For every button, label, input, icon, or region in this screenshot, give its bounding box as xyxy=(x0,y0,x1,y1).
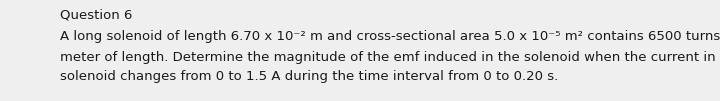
Text: A long solenoid of length 6.70 x 10⁻² m and cross-sectional area 5.0 x 10⁻⁵ m² c: A long solenoid of length 6.70 x 10⁻² m … xyxy=(60,30,720,43)
Text: meter of length. Determine the magnitude of the emf induced in the solenoid when: meter of length. Determine the magnitude… xyxy=(60,51,720,64)
Text: solenoid changes from 0 to 1.5 A during the time interval from 0 to 0.20 s.: solenoid changes from 0 to 1.5 A during … xyxy=(60,70,558,83)
Text: Question 6: Question 6 xyxy=(60,8,132,21)
